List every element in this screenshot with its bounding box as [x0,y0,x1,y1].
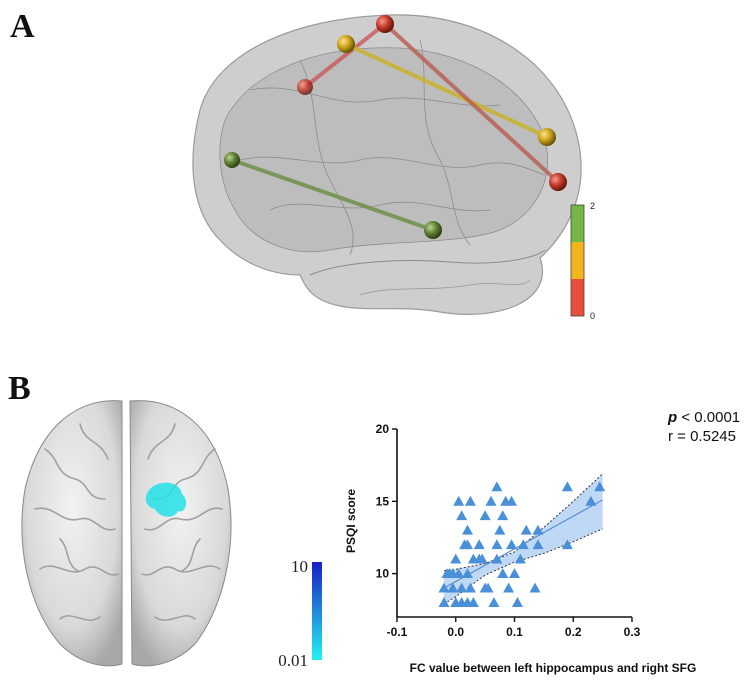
connection-nodes [224,15,567,239]
data-point [462,597,473,607]
data-point [450,553,462,564]
data-point [506,495,518,506]
data-point [491,539,503,550]
connection-edges [231,22,560,232]
data-point [506,539,518,550]
node-4 [538,128,556,146]
connectivity-colorbar: 2 0 [570,201,595,321]
data-point [511,597,523,607]
data-point [438,582,450,593]
data-point [464,582,476,593]
node-1 [376,15,394,33]
r-value-stat: r = 0.5245 [668,428,736,445]
y-tick-label: 10 [376,567,390,581]
brain-outline [192,14,582,315]
data-point [456,510,468,521]
panel-letter-b: B [8,370,31,407]
node-5 [549,173,567,191]
data-point [488,597,500,607]
data-point [467,553,479,564]
data-point [456,597,468,607]
data-point [509,568,520,579]
y-tick-label: 20 [376,422,390,436]
colorbar-max-label: 2 [590,201,595,211]
node-2 [297,79,313,95]
top-view-brain [21,400,232,667]
edge-3 [383,22,560,184]
data-point [517,539,529,550]
data-point [459,539,471,550]
panel-letter-a: A [10,8,35,45]
x-axis-label: FC value between left hippocampus and ri… [410,661,697,675]
data-point [529,582,541,593]
glass-brain-figure: 2 0 [192,14,595,321]
x-tick-label: 0.0 [447,625,464,639]
data-point [520,524,532,535]
data-point [532,524,544,535]
data-point [561,481,573,492]
data-point [491,481,503,492]
confidence-band [444,473,603,604]
colorbar-min-label: 0 [590,311,595,321]
data-point [447,568,459,579]
x-tick-label: 0.2 [565,625,582,639]
cluster-colorbar-min: 0.01 [278,651,308,670]
cyan-cluster [145,482,187,517]
data-point [444,568,456,579]
y-tick-label: 15 [376,494,390,508]
data-point [497,510,509,521]
node-6 [224,152,240,168]
edge-1 [303,22,387,89]
y-axis-label: PSQI score [344,489,358,553]
data-point [473,539,485,550]
node-3 [337,35,355,53]
regression-line [443,499,603,589]
x-tick-label: 0.3 [624,625,641,639]
data-point [438,597,450,607]
data-point [447,582,459,593]
data-point [503,582,515,593]
data-point [462,539,473,550]
data-point [476,553,488,564]
data-point [594,481,606,492]
data-point [514,553,526,564]
data-point [479,510,491,521]
data-point [485,495,497,506]
data-point [462,524,473,535]
data-point [491,553,503,564]
cluster-colorbar: 10 0.01 [278,557,322,670]
band-upper-edge [443,473,603,572]
data-point [479,582,491,593]
p-value-stat: p < 0.0001 [667,409,740,426]
x-tick-label: 0.1 [506,625,523,639]
data-point [464,495,476,506]
data-point [450,597,462,607]
data-point [462,568,473,579]
edge-2 [345,42,548,139]
data-point [497,568,509,579]
data-point [453,495,465,506]
data-point [532,539,544,550]
edge-4 [231,158,434,232]
data-point [467,597,479,607]
data-point [441,568,453,579]
data-point [500,495,512,506]
cluster-colorbar-max: 10 [291,557,308,576]
node-7 [424,221,442,239]
band-lower-edge [443,528,603,605]
x-tick-label: -0.1 [387,625,408,639]
data-point [482,582,494,593]
data-point [561,539,573,550]
data-point [453,568,465,579]
data-point [456,582,468,593]
data-point [585,495,597,506]
data-point [473,553,485,564]
data-point [494,524,506,535]
